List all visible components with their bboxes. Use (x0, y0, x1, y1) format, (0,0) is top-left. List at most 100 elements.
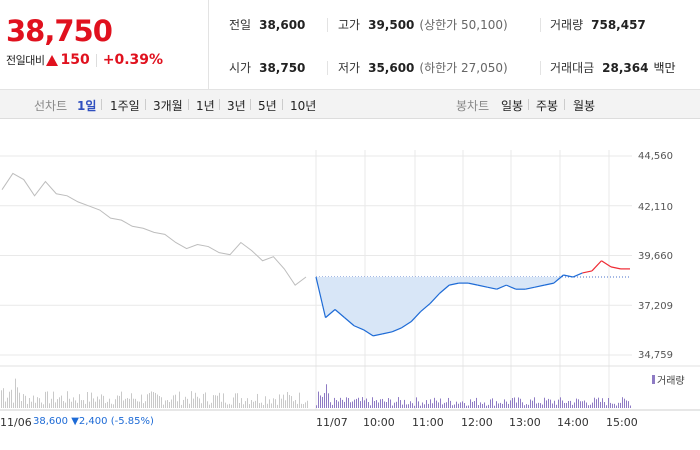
quote-header: 38,750 전일대비 150 +0.39% 전일 38,600 고가 39,5… (0, 0, 700, 90)
volume-bar (600, 401, 601, 408)
volume-bar (618, 402, 619, 408)
volume-bar (418, 401, 419, 408)
period-1week[interactable]: 1주일 (110, 99, 140, 113)
volume-bar (235, 393, 236, 408)
volume-bar (332, 404, 333, 408)
volume-bar (380, 399, 381, 408)
volume-bar (229, 403, 230, 408)
candle-daily[interactable]: 일봉 (501, 99, 524, 113)
period-1day[interactable]: 1일 (77, 99, 97, 113)
volume-bar (438, 402, 439, 408)
volume-bar (281, 398, 282, 408)
volume-bar (582, 401, 583, 408)
volume-bar (267, 403, 268, 408)
stat-sub: (상한가 50,100) (419, 18, 508, 32)
volume-bar (181, 404, 182, 408)
volume-bar (247, 398, 248, 408)
volume-bar (610, 402, 611, 408)
volume-bar (462, 401, 463, 408)
candle-monthly[interactable]: 월봉 (573, 99, 596, 113)
volume-bar (29, 398, 30, 408)
volume-bar (590, 404, 591, 408)
volume-bar (446, 402, 447, 408)
today-price-line-segment (563, 274, 574, 278)
volume-bar (368, 402, 369, 408)
volume-bar (364, 400, 365, 408)
today-price-line-segment (572, 272, 583, 278)
volume-bar (344, 401, 345, 408)
period-10year[interactable]: 10년 (290, 99, 317, 113)
volume-bar (185, 396, 186, 408)
volume-bar (488, 404, 489, 408)
volume-bar (414, 405, 415, 408)
volume-bar (620, 402, 621, 408)
volume-bar (584, 400, 585, 408)
today-price-line-segment (477, 284, 488, 288)
volume-bar (299, 392, 300, 408)
volume-bar (468, 405, 469, 408)
volume-bar (41, 402, 42, 408)
volume-bar (630, 405, 631, 408)
price-chart[interactable]: 44,560 42,110 39,660 37,209 34,759 거래량 1… (0, 120, 700, 450)
stat-label: 고가 (338, 18, 361, 32)
volume-bar (326, 384, 327, 408)
volume-bar (502, 403, 503, 408)
current-price: 38,750 (6, 14, 113, 48)
volume-bar (273, 398, 274, 408)
period-5year[interactable]: 5년 (258, 99, 277, 113)
volume-bar (271, 403, 272, 408)
volume-bar (390, 399, 391, 408)
volume-bar (560, 397, 561, 408)
volume-bar (356, 398, 357, 408)
volume-bar (536, 403, 537, 408)
volume-bar (324, 393, 325, 408)
volume-bar (448, 397, 449, 408)
volume-bar (269, 399, 270, 408)
volume-bar (257, 393, 258, 408)
price-change-row: 전일대비 150 +0.39% (6, 52, 163, 68)
period-3year[interactable]: 3년 (227, 99, 246, 113)
stat-sub: (하한가 27,050) (419, 61, 508, 75)
volume-bar (183, 399, 184, 408)
x-tick-label: 14:00 (557, 416, 589, 429)
volume-bar (426, 400, 427, 408)
volume-bar (209, 404, 210, 408)
period-3month[interactable]: 3개월 (153, 99, 183, 113)
volume-bar (15, 378, 16, 408)
volume-bar (23, 394, 24, 408)
volume-bar (65, 402, 66, 408)
volume-bar (558, 399, 559, 408)
volume-bar (99, 399, 100, 408)
volume-bar (119, 395, 120, 408)
volume-bar (295, 399, 296, 408)
divider (540, 18, 541, 32)
line-chart-label: 선차트 (34, 99, 68, 113)
volume-bar (416, 397, 417, 408)
volume-bar (454, 404, 455, 408)
volume-bar (305, 402, 306, 408)
volume-bar (612, 403, 613, 408)
volume-bar (588, 405, 589, 408)
volume-bar (107, 401, 108, 408)
volume-bar (456, 401, 457, 408)
volume-bar (145, 401, 146, 408)
volume-bar (249, 404, 250, 408)
volume-bar (334, 397, 335, 408)
volume-bar (616, 405, 617, 408)
volume-bar (490, 399, 491, 408)
divider (540, 61, 541, 75)
volume-bar (496, 401, 497, 408)
candle-weekly[interactable]: 주봉 (536, 99, 559, 113)
volume-bar (532, 400, 533, 408)
period-1year[interactable]: 1년 (196, 99, 215, 113)
volume-bar (79, 394, 80, 408)
volume-bar (460, 402, 461, 408)
prev-day-price: 38,600 (33, 416, 68, 427)
volume-bar (7, 397, 8, 408)
volume-bar (275, 399, 276, 408)
volume-bar (199, 398, 200, 408)
volume-bar (49, 403, 50, 408)
volume-bar (336, 400, 337, 408)
volume-bar (576, 398, 577, 408)
volume-bar (63, 401, 64, 408)
